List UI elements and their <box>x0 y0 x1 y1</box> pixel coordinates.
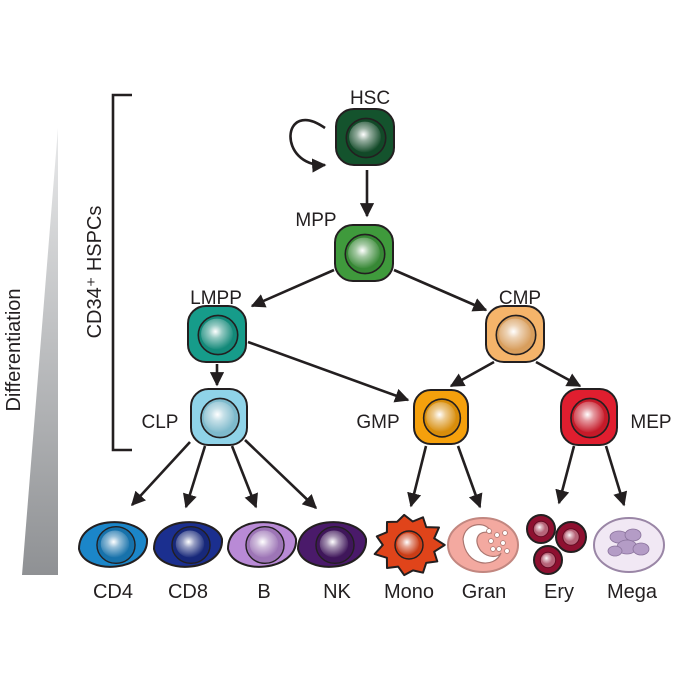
cells <box>77 108 665 577</box>
arrow-cmp-to-mep <box>535 360 582 388</box>
cell-clp <box>190 388 248 446</box>
ery-highlight <box>564 530 576 542</box>
cell-cmp <box>485 305 545 363</box>
b-nucleus-highlight <box>249 530 279 558</box>
arrow-mpp-to-cmp <box>393 268 488 312</box>
hspc-bracket <box>111 93 132 452</box>
cell-mep <box>560 388 618 446</box>
label-gmp: GMP <box>356 412 399 433</box>
label-hsc: HSC <box>350 88 390 109</box>
arrow-mep-to-ery <box>555 445 576 505</box>
hsc-nucleus-highlight <box>349 121 381 153</box>
label-clp: CLP <box>142 412 179 433</box>
label-nk: NK <box>323 581 351 603</box>
mega-nucleus-lobe <box>607 545 623 557</box>
label-cd8: CD8 <box>168 581 208 603</box>
cell-b <box>226 521 298 568</box>
cmp-nucleus-highlight <box>499 318 531 350</box>
cell-mega <box>593 517 665 573</box>
gmp-nucleus-highlight <box>426 402 456 432</box>
cell-cd8 <box>152 521 224 568</box>
mega-nucleus-lobe <box>624 528 642 542</box>
cell-hsc <box>335 108 395 166</box>
mega-nucleus-lobe <box>632 542 650 556</box>
gran-nucleus <box>462 524 502 564</box>
differentiation-gradient <box>22 128 58 575</box>
mono-nucleus-highlight <box>397 533 419 555</box>
arrow-clp-to-nk <box>244 439 318 509</box>
cell-gran <box>447 517 519 573</box>
mep-nucleus-highlight <box>573 401 605 433</box>
label-gran: Gran <box>462 581 506 603</box>
arrow-mpp-to-lmpp <box>250 268 335 308</box>
arrow-gmp-to-mono <box>407 445 428 508</box>
arrow-cmp-to-gmp <box>449 360 495 388</box>
gran-granule <box>486 528 492 534</box>
cell-gmp <box>413 389 469 445</box>
ery-highlight <box>542 554 552 564</box>
cd4-nucleus-highlight <box>100 530 130 558</box>
cd8-nucleus-highlight <box>175 530 205 558</box>
gran-granule <box>494 532 500 538</box>
gran-granule <box>504 548 510 554</box>
gran-granule <box>500 540 506 546</box>
arrow-clp-to-cd8 <box>183 445 207 509</box>
gran-granule <box>488 538 494 544</box>
arrow-mep-to-mega <box>604 445 628 507</box>
label-cmp: CMP <box>499 288 541 309</box>
label-mep: MEP <box>630 412 671 433</box>
cell-lmpp <box>187 305 247 363</box>
arrow-lmpp-to-gmp <box>247 340 410 403</box>
label-cd4: CD4 <box>93 581 133 603</box>
label-mpp: MPP <box>295 210 336 231</box>
clp-nucleus-highlight <box>203 401 235 433</box>
cell-mono <box>373 513 446 577</box>
label-mega: Mega <box>607 581 658 603</box>
label-b: B <box>257 581 270 603</box>
hspc-bracket-label: CD34⁺ HSPCs <box>84 206 106 339</box>
lmpp-nucleus-highlight <box>201 318 233 350</box>
differentiation-label: Differentiation <box>3 288 25 411</box>
gran-granule <box>490 546 496 552</box>
cell-nk <box>296 521 368 568</box>
arrow-clp-to-b <box>230 445 258 509</box>
gran-granule <box>496 546 502 552</box>
cell-ery <box>526 514 587 575</box>
mpp-nucleus-highlight <box>348 237 380 269</box>
gran-granule <box>502 530 508 536</box>
nk-nucleus-highlight <box>319 530 349 558</box>
label-ery: Ery <box>544 581 574 603</box>
lineage-arrows <box>131 118 628 509</box>
ery-highlight <box>535 523 545 533</box>
cell-labels: HSC MPP LMPP CMP CLP GMP MEP CD4 CD8 B N… <box>93 88 672 603</box>
label-mono: Mono <box>384 581 434 603</box>
arrow-clp-to-cd4 <box>131 441 191 507</box>
cell-cd4 <box>77 521 149 568</box>
arrow-gmp-to-gran <box>456 445 483 509</box>
cell-mpp <box>334 224 394 282</box>
label-lmpp: LMPP <box>190 288 242 309</box>
self-renewal-arrow <box>289 118 327 173</box>
